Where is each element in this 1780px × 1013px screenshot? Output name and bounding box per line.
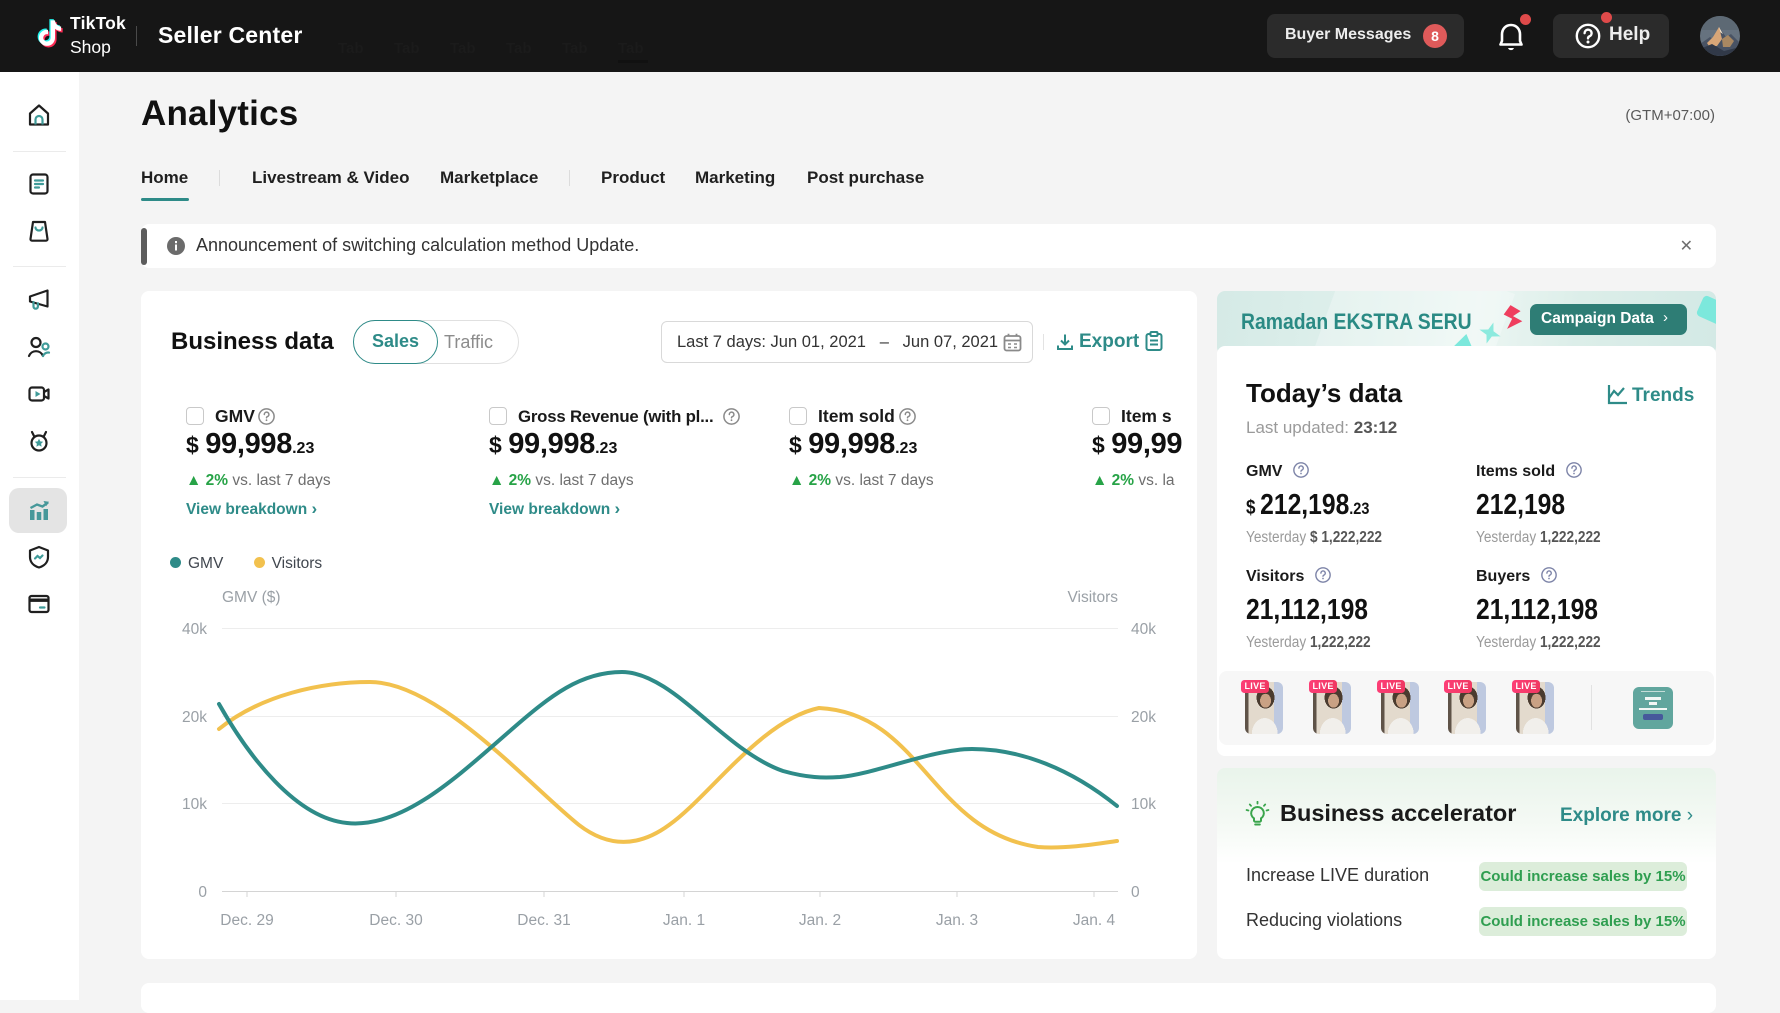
svg-text:20k: 20k bbox=[182, 709, 207, 726]
svg-text:Dec. 31: Dec. 31 bbox=[517, 912, 570, 929]
svg-text:0: 0 bbox=[198, 884, 207, 901]
svg-text:Jan. 3: Jan. 3 bbox=[936, 912, 978, 929]
svg-text:Dec. 30: Dec. 30 bbox=[369, 912, 423, 929]
svg-text:Dec. 29: Dec. 29 bbox=[220, 912, 273, 929]
svg-text:20k: 20k bbox=[1131, 709, 1156, 726]
svg-text:40k: 40k bbox=[1131, 621, 1156, 638]
svg-text:40k: 40k bbox=[182, 621, 207, 638]
svg-text:Jan. 1: Jan. 1 bbox=[663, 912, 705, 929]
svg-text:0: 0 bbox=[1131, 884, 1140, 901]
svg-text:Jan. 2: Jan. 2 bbox=[799, 912, 841, 929]
svg-text:Visitors: Visitors bbox=[1067, 589, 1118, 606]
svg-text:10k: 10k bbox=[182, 796, 207, 813]
svg-text:Jan. 4: Jan. 4 bbox=[1073, 912, 1116, 929]
svg-text:10k: 10k bbox=[1131, 796, 1156, 813]
svg-text:GMV ($): GMV ($) bbox=[222, 589, 281, 606]
